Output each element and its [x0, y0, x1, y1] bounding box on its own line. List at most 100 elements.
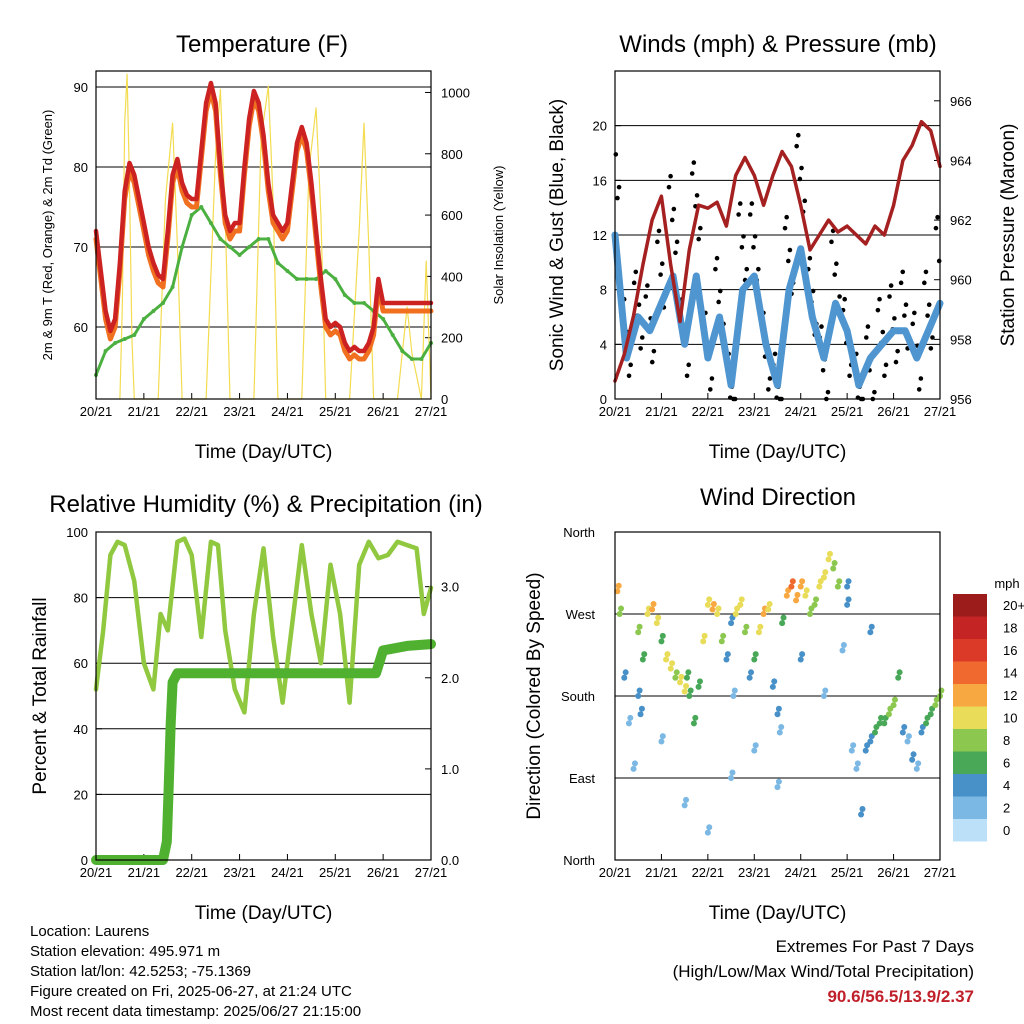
- direction-point: [816, 583, 823, 590]
- direction-point: [709, 606, 716, 613]
- extremes-title: Extremes For Past 7 Days: [775, 937, 974, 956]
- x-tick-label: 20/21: [599, 404, 632, 419]
- colorbar-label: 4: [1003, 778, 1010, 793]
- direction-point: [616, 611, 623, 617]
- y-tick-label: 0: [600, 392, 607, 407]
- direction-point: [678, 673, 685, 680]
- gust-point: [837, 294, 842, 299]
- direction-point: [813, 596, 820, 603]
- direction-point: [905, 733, 912, 740]
- direction-point: [683, 796, 690, 803]
- gust-point: [820, 368, 826, 373]
- gust-point: [631, 280, 637, 286]
- direction-point: [635, 629, 642, 636]
- temperature-2m-line: [93, 80, 434, 354]
- plot-frame: [614, 531, 941, 861]
- direction-point: [775, 778, 782, 785]
- x-tick-label: 27/21: [924, 865, 957, 880]
- gust-point: [865, 324, 871, 329]
- gust-point: [744, 266, 750, 272]
- colorbar-label: 14: [1003, 666, 1017, 681]
- colorbar-swatch: [953, 661, 987, 684]
- direction-point: [845, 578, 852, 585]
- direction-point: [836, 578, 843, 585]
- gust-point: [882, 373, 887, 379]
- direction-point: [700, 638, 707, 645]
- dewpoint-point: [237, 253, 242, 257]
- gust-point: [936, 258, 942, 264]
- x-tick-label: 21/21: [645, 404, 678, 419]
- y-tick-label: 20: [74, 787, 88, 802]
- dewpoint-point: [132, 333, 137, 337]
- gust-point: [875, 307, 881, 313]
- direction-point: [845, 596, 852, 603]
- direction-point: [706, 824, 713, 831]
- direction-point: [621, 674, 628, 681]
- extremes-subtitle: (High/Low/Max Wind/Total Precipitation): [672, 962, 974, 981]
- gust-point: [794, 143, 799, 149]
- y2-tick-label: 966: [950, 94, 972, 109]
- direction-point: [630, 765, 637, 772]
- y2-tick-label: 958: [950, 332, 972, 347]
- gust-point: [847, 373, 852, 379]
- direction-point: [615, 582, 622, 589]
- colorbar-swatch: [953, 706, 987, 729]
- direction-point: [658, 738, 665, 745]
- dewpoint-point: [113, 341, 118, 345]
- gust-point: [756, 266, 761, 272]
- gust-point: [694, 193, 700, 198]
- x-tick-label: 23/21: [223, 865, 256, 880]
- direction-point: [751, 747, 758, 754]
- x-tick-label: 23/21: [223, 404, 256, 419]
- y2-tick-label: 0.0: [441, 853, 459, 868]
- y2-tick-label: 800: [441, 147, 463, 162]
- dewpoint-point: [122, 337, 127, 341]
- x-axis-label: Time (Day/UTC): [195, 903, 333, 924]
- direction-point: [743, 623, 750, 630]
- x-tick-label: 25/21: [831, 404, 864, 419]
- dewpoint-point: [199, 205, 204, 209]
- gust-point: [898, 280, 904, 286]
- gust-point: [842, 296, 848, 302]
- dewpoint-point: [352, 301, 357, 305]
- dewpoint-point: [400, 349, 405, 353]
- gust-point: [797, 176, 803, 182]
- gust-point: [671, 206, 677, 212]
- direction-point: [831, 559, 838, 566]
- x-tick-label: 20/21: [80, 404, 113, 419]
- colorbar-label: 6: [1003, 756, 1010, 771]
- y2-tick-label: 0: [441, 392, 448, 407]
- direction-point: [775, 705, 782, 712]
- direction-point: [844, 601, 851, 608]
- direction-point: [732, 611, 739, 617]
- gust-point: [834, 261, 839, 267]
- dewpoint-point: [189, 213, 194, 217]
- gust-point: [709, 376, 715, 381]
- y-tick-label: 40: [74, 722, 88, 737]
- gust-point: [649, 359, 655, 365]
- direction-point: [714, 611, 721, 617]
- direction-point: [636, 623, 643, 630]
- colorbar-swatch: [953, 616, 987, 639]
- direction-point: [639, 656, 646, 663]
- y2-tick-label: 962: [950, 213, 972, 228]
- direction-point: [927, 711, 934, 718]
- dewpoint-point: [141, 317, 146, 321]
- x-axis-label: Time (Day/UTC): [709, 903, 847, 924]
- gust-point: [643, 294, 649, 299]
- direction-point: [774, 784, 781, 791]
- y-tick-label: West: [566, 607, 596, 622]
- gust-point: [633, 269, 639, 275]
- x-tick-label: 27/21: [415, 865, 448, 880]
- direction-point: [706, 596, 713, 603]
- direction-point: [625, 720, 632, 727]
- direction-point: [627, 714, 634, 721]
- gust-point: [819, 324, 824, 329]
- direction-point: [867, 738, 874, 745]
- gust-point: [752, 234, 758, 239]
- direction-point: [644, 611, 651, 617]
- direction-point: [752, 651, 759, 658]
- colorbar-label: 0: [1003, 823, 1010, 838]
- colorbar-swatch: [953, 639, 987, 662]
- gust-point: [716, 299, 721, 305]
